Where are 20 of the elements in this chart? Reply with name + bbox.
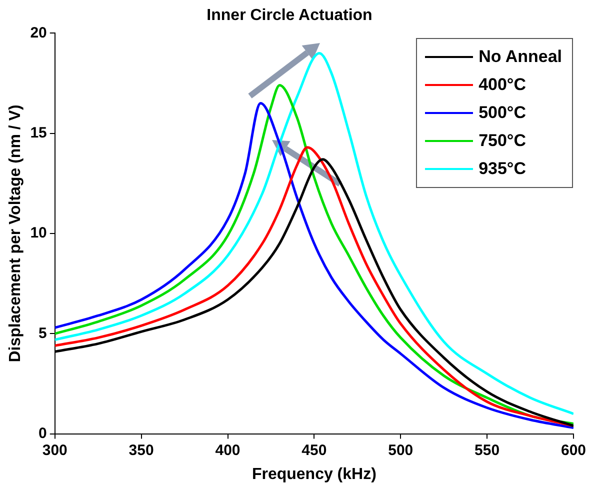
- y-tick-label: 0: [38, 424, 47, 442]
- x-tick-label: 500: [388, 442, 414, 459]
- y-tick-label: 10: [30, 224, 47, 242]
- y-axis-title: Displacement per Voltage (nm / V): [7, 104, 24, 362]
- x-tick-label: 300: [42, 442, 68, 459]
- y-tick-label: 5: [38, 324, 47, 342]
- x-tick-label: 450: [302, 442, 327, 459]
- chart-title: Inner Circle Actuation: [206, 7, 372, 24]
- y-tick-label: 15: [30, 124, 47, 142]
- x-tick-label: 550: [474, 442, 500, 459]
- legend-label: 500°C: [478, 103, 526, 123]
- x-axis-title: Frequency (kHz): [252, 466, 376, 483]
- legend-label: 935°C: [478, 159, 526, 179]
- legend-label: 750°C: [478, 131, 526, 151]
- x-tick-label: 350: [128, 442, 154, 459]
- x-tick-label: 400: [215, 442, 240, 459]
- legend-label: 400°C: [478, 75, 526, 95]
- x-tick-label: 600: [560, 442, 586, 459]
- legend-label: No Anneal: [478, 47, 562, 67]
- y-tick-label: 20: [30, 24, 47, 42]
